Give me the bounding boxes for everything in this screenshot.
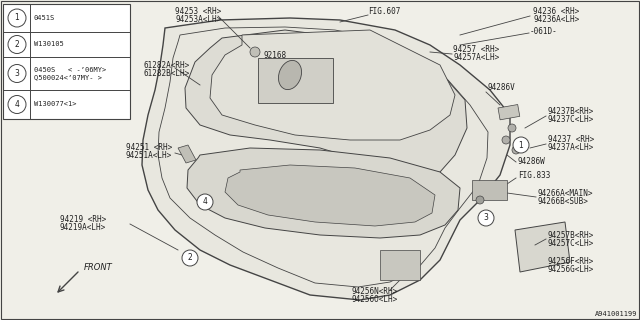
Text: 94236 <RH>: 94236 <RH>	[533, 7, 579, 17]
Text: 94253 <RH>: 94253 <RH>	[175, 7, 221, 17]
Circle shape	[508, 124, 516, 132]
Circle shape	[250, 47, 260, 57]
Polygon shape	[142, 18, 510, 300]
Polygon shape	[187, 148, 460, 238]
Polygon shape	[225, 165, 435, 226]
Text: 94286W: 94286W	[518, 157, 546, 166]
Text: -061D-: -061D-	[530, 28, 557, 36]
Text: 94257B<RH>: 94257B<RH>	[548, 230, 595, 239]
Text: 94256N<RH>: 94256N<RH>	[352, 287, 398, 297]
Text: 3: 3	[15, 69, 19, 78]
Text: FRONT: FRONT	[84, 263, 113, 273]
Text: 4: 4	[203, 197, 207, 206]
Text: 94237A<LH>: 94237A<LH>	[548, 143, 595, 153]
Text: 94253A<LH>: 94253A<LH>	[175, 15, 221, 25]
Text: W130105: W130105	[34, 42, 64, 47]
Text: 94257 <RH>: 94257 <RH>	[453, 45, 499, 54]
Text: 2: 2	[15, 40, 19, 49]
Text: 94256O<LH>: 94256O<LH>	[352, 295, 398, 305]
Text: FIG.607: FIG.607	[368, 7, 401, 17]
Text: FIG.833: FIG.833	[518, 172, 550, 180]
Bar	[498, 105, 520, 120]
Text: 94266B<SUB>: 94266B<SUB>	[538, 196, 589, 205]
Polygon shape	[515, 222, 570, 272]
Circle shape	[476, 196, 484, 204]
Ellipse shape	[278, 60, 301, 90]
Circle shape	[8, 9, 26, 27]
Circle shape	[478, 210, 494, 226]
Text: 94237 <RH>: 94237 <RH>	[548, 135, 595, 145]
Circle shape	[513, 137, 529, 153]
Text: 94257A<LH>: 94257A<LH>	[453, 53, 499, 62]
Text: 94219 <RH>: 94219 <RH>	[60, 215, 106, 225]
Text: 94257C<LH>: 94257C<LH>	[548, 238, 595, 247]
Polygon shape	[185, 30, 467, 182]
Bar	[380, 250, 420, 280]
Text: A941001199: A941001199	[595, 311, 637, 317]
Circle shape	[8, 65, 26, 83]
Text: 94219A<LH>: 94219A<LH>	[60, 223, 106, 233]
Text: 3: 3	[484, 213, 488, 222]
Text: 94251A<LH>: 94251A<LH>	[126, 151, 172, 161]
Text: 61282A<RH>: 61282A<RH>	[143, 60, 189, 69]
Text: 94236A<LH>: 94236A<LH>	[533, 15, 579, 25]
Text: 1: 1	[15, 13, 19, 22]
Polygon shape	[178, 145, 196, 163]
Bar	[258, 58, 333, 103]
Circle shape	[8, 95, 26, 114]
Text: 2: 2	[188, 253, 193, 262]
Circle shape	[8, 36, 26, 53]
Text: 94266A<MAIN>: 94266A<MAIN>	[538, 188, 593, 197]
Text: 1: 1	[518, 140, 524, 149]
Text: 94256F<RH>: 94256F<RH>	[548, 258, 595, 267]
Text: 61282B<LH>: 61282B<LH>	[143, 68, 189, 77]
Text: 92168: 92168	[263, 51, 286, 60]
Bar	[3, 4, 130, 119]
Text: 0451S: 0451S	[34, 15, 55, 21]
Text: 4: 4	[15, 100, 19, 109]
Text: 0450S   < -’06MY>
Q500024<’07MY- >: 0450S < -’06MY> Q500024<’07MY- >	[34, 67, 106, 80]
Circle shape	[197, 194, 213, 210]
Circle shape	[502, 136, 510, 144]
Bar	[472, 180, 507, 200]
Circle shape	[512, 146, 520, 154]
Text: 94237C<LH>: 94237C<LH>	[548, 116, 595, 124]
Text: W130077<1>: W130077<1>	[34, 101, 77, 108]
Text: 94237B<RH>: 94237B<RH>	[548, 108, 595, 116]
Text: 94286V: 94286V	[488, 84, 516, 92]
Text: 94256G<LH>: 94256G<LH>	[548, 266, 595, 275]
Polygon shape	[210, 30, 455, 140]
Text: 94251 <RH>: 94251 <RH>	[126, 143, 172, 153]
Circle shape	[182, 250, 198, 266]
